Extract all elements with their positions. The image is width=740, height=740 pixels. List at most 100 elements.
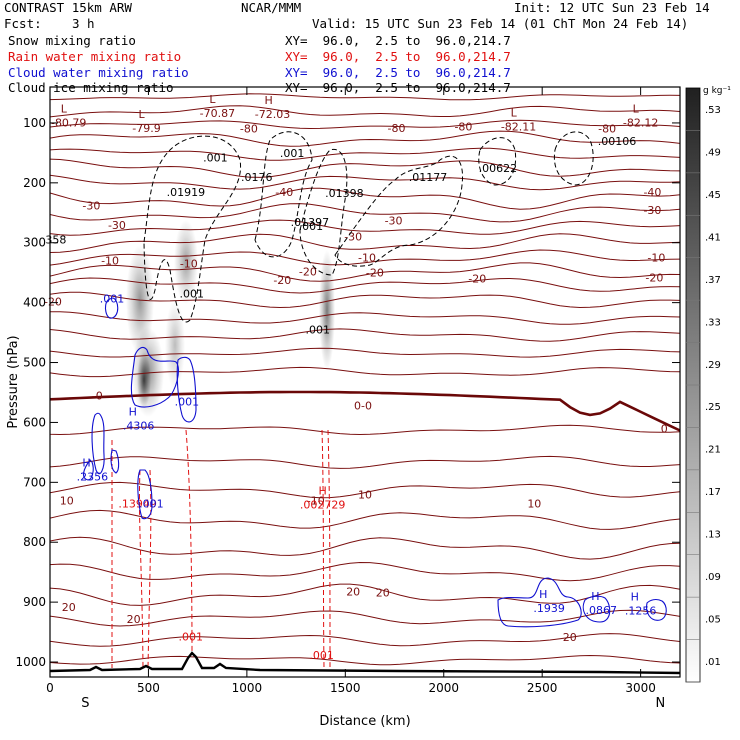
temperature-isotherm	[50, 583, 680, 606]
colorbar-unit: g kg⁻¹	[703, 86, 731, 96]
field-cloud-water-name: Cloud water mixing ratio	[8, 65, 189, 80]
cloud-water-extremum: H.1939	[533, 588, 565, 615]
temperature-isotherm	[50, 105, 680, 118]
extremum-value: .13949	[118, 497, 157, 510]
org-label: NCAR/MMM	[241, 0, 302, 15]
temperature-label: -20	[44, 295, 62, 308]
temperature-label: -20	[273, 274, 291, 287]
snow-label: .01397	[291, 216, 330, 229]
colorbar-label: .09	[705, 572, 721, 583]
temperature-label: -30	[385, 215, 403, 228]
snow-label: .01398	[325, 187, 364, 200]
extremum-marker: H	[539, 588, 547, 601]
temperature-isotherm	[50, 633, 680, 647]
temperature-label: 20	[346, 585, 360, 598]
plot-frame	[49, 86, 681, 678]
upper-extremum: -80	[454, 121, 472, 134]
field-cloud-water-xy: XY= 96.0, 2.5 to 96.0,214.7	[285, 65, 511, 80]
y-tick-label: 600	[23, 415, 46, 429]
temperature-label: 20	[127, 613, 141, 626]
extremum-marker: L	[61, 103, 68, 116]
temperature-isotherm	[50, 481, 680, 499]
temperature-isotherm	[50, 509, 680, 530]
temperature-label: 0-0	[354, 400, 372, 413]
upper-extremum: -80	[240, 123, 258, 136]
rain-extremum: .13949	[118, 497, 157, 510]
x-tick-label: 0	[46, 681, 54, 695]
rain-labels: .13949 H.002729 .001 .001	[118, 484, 345, 661]
cloud-water-extremum: H.0867	[586, 590, 618, 617]
temperature-isotherm	[50, 262, 680, 282]
x-tick-label: 3000	[625, 681, 656, 695]
temperature-isotherm	[50, 219, 680, 236]
snow-mixing-ratio-shading	[126, 220, 335, 417]
rain-label: .001	[309, 649, 334, 662]
snow-label: .00622	[479, 162, 518, 175]
cloud-water-label: .001	[139, 497, 164, 510]
temperature-label: -10	[307, 494, 325, 507]
extremum-marker: L	[209, 93, 216, 106]
temperature-isotherm	[50, 609, 680, 627]
temperature-label: -0	[92, 389, 103, 402]
cloud-water-extremum: H.1256	[625, 591, 657, 618]
x-tick-label: 2500	[527, 681, 558, 695]
x-tick-label: 1000	[232, 681, 263, 695]
extremum-value: -80	[388, 122, 406, 135]
temperature-isotherm	[50, 119, 680, 130]
snow-label: .001	[306, 324, 331, 337]
snow-label: .001	[203, 152, 228, 165]
init-time: Init: 12 UTC Sun 23 Feb 14	[514, 0, 710, 15]
forecast-hour: 3 h	[72, 16, 95, 31]
temperature-label: -40	[275, 186, 293, 199]
extremum-value: -80	[240, 123, 258, 136]
extremum-value: .2356	[77, 470, 109, 483]
temperature-label: 10	[60, 494, 74, 507]
temperature-label: 10	[358, 488, 372, 501]
upper-extremum: L-79.9	[132, 108, 160, 135]
colorbar-label: .01	[705, 657, 721, 668]
colorbar-label: .21	[705, 445, 721, 456]
y-tick-label: 1000	[15, 655, 46, 669]
extremum-marker: H	[82, 456, 90, 469]
temperature-isotherm	[50, 311, 680, 325]
cloud-water-label: .001	[100, 292, 125, 305]
field-rain-xy: XY= 96.0, 2.5 to 96.0,214.7	[285, 49, 511, 64]
snow-label: .00106	[598, 135, 637, 148]
x-tick-label: 2000	[428, 681, 459, 695]
upper-extremum: L-82.12	[623, 103, 658, 130]
temperature-isotherm	[50, 130, 680, 147]
temperature-isotherm	[50, 561, 680, 582]
temperature-isotherm	[50, 390, 680, 432]
y-tick-label: 800	[23, 535, 46, 549]
upper-extremum: L-70.87	[200, 93, 235, 120]
y-tick-label: 700	[23, 475, 46, 489]
temperature-label: -30	[108, 219, 126, 232]
snow-label: .001	[299, 220, 324, 233]
cloud-water-extremum: H.4306	[123, 405, 155, 432]
cloud-water-extremum: H.2356	[77, 456, 109, 483]
temperature-isotherm	[50, 328, 680, 342]
y-tick-label: 400	[23, 296, 46, 310]
extremum-value: -70.87	[200, 107, 235, 120]
temperature-labels: -20-10 -10 -10 -10-30-30-40 -40-30-30-30-20-…	[44, 93, 668, 644]
rain-extremum: H.002729	[300, 484, 346, 511]
extremum-marker: L	[138, 108, 145, 121]
extremum-value: -82.12	[623, 117, 658, 130]
snow-label: .001	[280, 147, 305, 160]
temperature-isotherm	[50, 147, 680, 161]
temperature-label: -20	[366, 267, 384, 280]
colorbar-label: .33	[705, 317, 721, 328]
valid-time: Valid: 15 UTC Sun 23 Feb 14 (01 ChT Mon …	[312, 16, 689, 31]
field-snow-xy: XY= 96.0, 2.5 to 96.0,214.7	[285, 33, 511, 48]
x-axis-title: Distance (km)	[319, 714, 410, 729]
temperature-isotherm	[50, 654, 680, 666]
colorbar-label: .45	[705, 190, 721, 201]
endpoint-right-label: N	[655, 696, 665, 711]
temperature-isotherm	[50, 187, 680, 210]
temperature-label: -20	[299, 265, 317, 278]
extremum-value: .4306	[123, 419, 155, 432]
endpoint-left-label: S	[81, 696, 89, 711]
temperature-isotherm	[50, 174, 680, 191]
temperature-label: -20	[468, 273, 486, 286]
temperature-isotherm	[50, 347, 680, 358]
